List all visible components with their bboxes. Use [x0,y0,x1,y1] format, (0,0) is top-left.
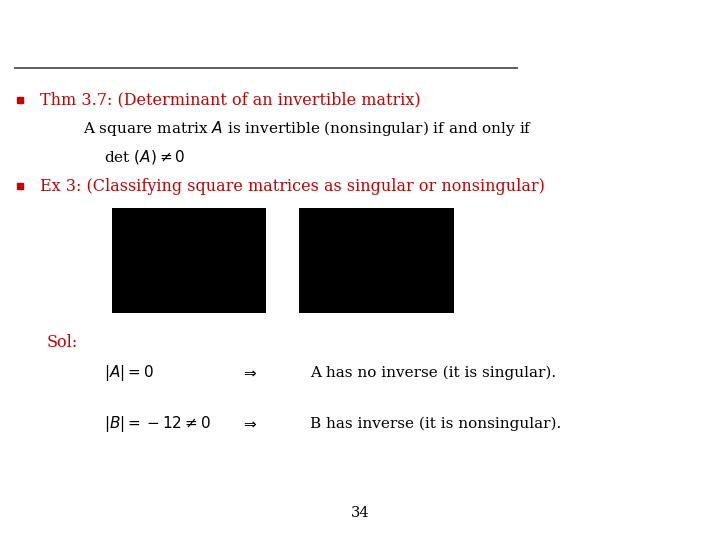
Bar [112,208,266,313]
Text: $|A| = 0$: $|A| = 0$ [104,362,155,383]
Text: Thm 3.7: (Determinant of an invertible matrix): Thm 3.7: (Determinant of an invertible m… [40,91,420,109]
Text: $\Rightarrow$: $\Rightarrow$ [241,417,258,431]
Text: det $(A) \neq 0$: det $(A) \neq 0$ [104,147,186,166]
Text: 34: 34 [351,506,369,520]
Text: A square matrix $A$ is invertible (nonsingular) if and only if: A square matrix $A$ is invertible (nonsi… [83,119,532,138]
Text: $|B| = -12 \neq 0$: $|B| = -12 \neq 0$ [104,414,212,434]
Text: B has inverse (it is nonsingular).: B has inverse (it is nonsingular). [310,417,561,431]
Text: $\Rightarrow$: $\Rightarrow$ [241,366,258,380]
Text: Sol:: Sol: [47,334,78,352]
Text: A has no inverse (it is singular).: A has no inverse (it is singular). [310,366,556,380]
Bar [299,208,454,313]
Text: Ex 3: (Classifying square matrices as singular or nonsingular): Ex 3: (Classifying square matrices as si… [40,178,544,195]
